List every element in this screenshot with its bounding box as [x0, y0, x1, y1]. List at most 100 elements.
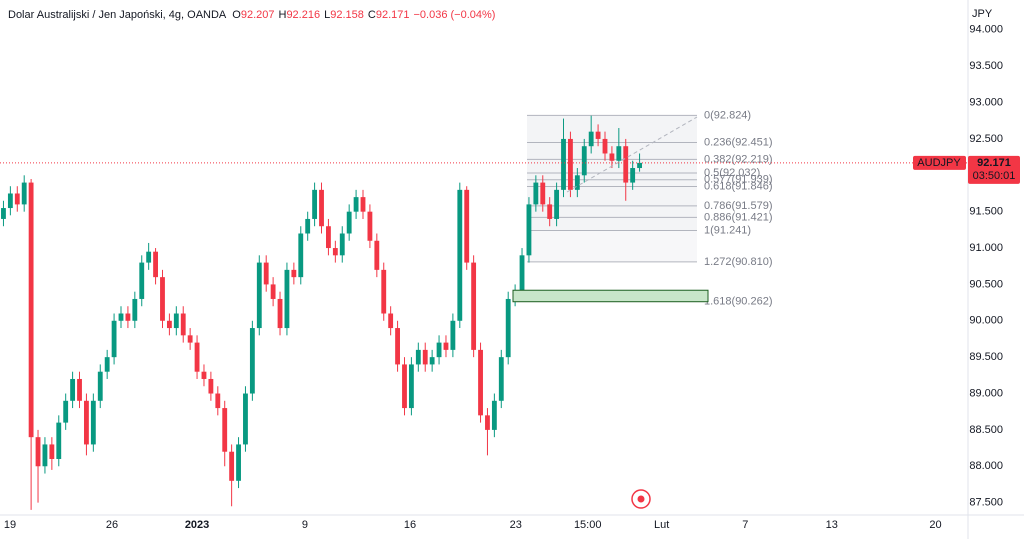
candle-body — [464, 189, 470, 263]
candle-body — [70, 378, 76, 401]
candle-body — [243, 393, 248, 445]
candle-body — [637, 162, 642, 169]
candle-body — [533, 182, 539, 205]
candle-body — [630, 168, 636, 183]
candle-body — [256, 262, 262, 329]
y-tick-label: 87.500 — [969, 497, 1003, 509]
candle-body — [49, 444, 55, 459]
candle-body — [402, 364, 407, 409]
candle-body — [104, 357, 110, 372]
demand-zone — [512, 289, 709, 303]
x-tick-label: 2023 — [185, 519, 209, 531]
candle-body — [353, 197, 359, 212]
ohlc-label: C — [368, 9, 376, 21]
fib-level-label: 1.618(90.262) — [704, 296, 773, 308]
candle-body — [554, 189, 560, 219]
candle-body — [471, 262, 477, 350]
candle-body — [360, 197, 366, 212]
y-tick-label: 92.500 — [969, 133, 1003, 145]
change: −0.036 (−0.04%) — [413, 9, 495, 21]
price-tag — [968, 155, 1020, 184]
candle-body — [491, 400, 497, 430]
fib-retracement: 0(92.824) 0.236(92.451) 0.382(92.219) 0.5(9… — [527, 109, 773, 308]
fib-level-label: 1(91.241) — [704, 224, 751, 236]
candle-body — [298, 233, 304, 278]
header: Dolar Australijski / Jen Japoński, 4g, O… — [8, 9, 495, 21]
candle-body — [111, 320, 117, 358]
x-tick-label: 20 — [929, 519, 941, 531]
candle-body — [367, 211, 373, 241]
candle-body — [249, 328, 255, 394]
x-tick-label: 16 — [404, 519, 416, 531]
x-tick-label: 13 — [826, 519, 838, 531]
candle-body — [139, 262, 145, 299]
candle-body — [166, 320, 172, 329]
candles — [1, 115, 642, 510]
candle-body — [194, 342, 200, 372]
candle-body — [90, 400, 96, 445]
fib-level-label: 0.577(91.939) — [704, 174, 773, 186]
y-tick-label: 90.500 — [969, 278, 1003, 290]
candle-body — [326, 226, 331, 249]
fib-level-label: 0.5(92.032) — [704, 167, 760, 179]
candle-body — [222, 408, 228, 452]
ohlc-value: 92.158 — [330, 9, 364, 21]
candle-body — [609, 153, 615, 161]
candle-body — [595, 131, 601, 139]
candle-body — [623, 146, 629, 183]
x-tick-label: Lut — [654, 519, 669, 531]
candle-body — [616, 146, 622, 161]
y-tick-label: 89.000 — [969, 387, 1003, 399]
candle-body — [180, 313, 186, 336]
y-tick-label: 94.000 — [969, 24, 1003, 36]
candle-body — [84, 400, 89, 445]
candle-body — [270, 284, 276, 299]
y-tick-label: 93.000 — [969, 96, 1003, 108]
x-tick-label: 26 — [106, 519, 118, 531]
candle-body — [201, 371, 207, 379]
candle-body — [540, 182, 546, 205]
candle-body — [14, 193, 20, 205]
candle-body — [519, 255, 525, 292]
candle-body — [305, 218, 311, 234]
x-tick-label: 23 — [510, 519, 522, 531]
candle-body — [35, 437, 41, 467]
candle-body — [505, 298, 511, 358]
candle-body — [498, 357, 504, 401]
candle-body — [408, 364, 414, 409]
candle-body — [388, 313, 394, 329]
candle-body — [478, 349, 483, 416]
candle-body — [42, 444, 48, 467]
candle-body — [277, 298, 283, 329]
candle-body — [28, 182, 34, 438]
ohlc-label: H — [278, 9, 286, 21]
fib-level-label: 0.786(91.579) — [704, 200, 773, 212]
candle-body — [374, 240, 380, 270]
y-tick-label: 89.500 — [969, 351, 1003, 363]
y-tick-label: 90.000 — [969, 315, 1003, 327]
candle-body — [208, 378, 214, 394]
candle-body — [7, 193, 13, 209]
candle-body — [332, 248, 338, 256]
candle-body — [1, 208, 6, 219]
countdown: 03:50:01 — [973, 170, 1016, 182]
fib-level-label: 1.272(90.810) — [704, 256, 773, 268]
symbol-tag-label: AUDJPY — [917, 157, 961, 169]
candle-body — [291, 269, 297, 278]
candle-body — [77, 378, 82, 401]
candle-body — [173, 313, 179, 329]
candle-body — [526, 204, 532, 256]
x-tick-label: 19 — [4, 519, 16, 531]
candle-body — [160, 277, 165, 321]
candle-body — [450, 320, 456, 350]
y-tick-label: 93.500 — [969, 60, 1003, 72]
ohlc-label: O — [232, 9, 241, 21]
fib-level-label: 0.236(92.451) — [704, 136, 773, 148]
fib-level-label: 0.618(91.846) — [704, 180, 773, 192]
candle-body — [346, 211, 352, 234]
candle-body — [395, 328, 400, 365]
candle-body — [284, 269, 290, 329]
candle-body — [457, 189, 463, 321]
candle-body — [443, 342, 449, 350]
